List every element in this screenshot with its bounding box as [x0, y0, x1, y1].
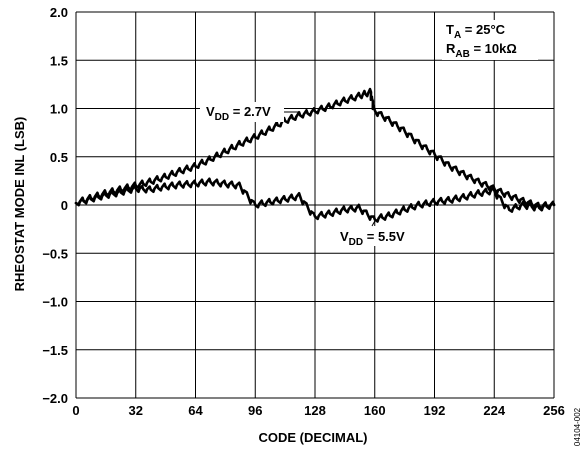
x-tick-label: 224 — [483, 403, 505, 418]
rab-sub: AB — [455, 49, 469, 60]
s2-sub: DD — [349, 237, 363, 248]
y-tick-label: 0 — [61, 198, 68, 213]
label-backdrop-55 — [334, 226, 418, 246]
series-line-vdd-2v7 — [74, 87, 556, 210]
y-tick-label: −1.0 — [42, 295, 68, 310]
x-tick-label: 128 — [304, 403, 326, 418]
y-tick-label: 0.5 — [50, 150, 68, 165]
y-tick-label: 2.0 — [50, 5, 68, 20]
s2-rest: = 5.5V — [363, 229, 405, 244]
x-axis-label: CODE (DECIMAL) — [258, 430, 367, 445]
x-tick-label: 64 — [188, 403, 203, 418]
label-backdrop-27 — [200, 102, 284, 122]
resistance-annotation: RAB = 10kΩ — [446, 41, 517, 60]
y-tick-label: −2.0 — [42, 391, 68, 406]
ta-sub: A — [454, 30, 461, 41]
x-tick-labels: 0 32 64 96 128 160 192 224 256 — [72, 403, 564, 418]
y-axis-label: RHEOSTAT MODE INL (LSB) — [12, 117, 27, 292]
y-tick-label: −1.5 — [42, 343, 68, 358]
series-label-2v7: VDD = 2.7V — [206, 104, 271, 123]
y-tick-labels: 2.0 1.5 1.0 0.5 0 −0.5 −1.0 −1.5 −2.0 — [42, 5, 68, 406]
x-tick-label: 256 — [543, 403, 565, 418]
annotation-backdrop — [442, 20, 538, 60]
series-label-5v5: VDD = 5.5V — [340, 229, 405, 248]
x-tick-label: 160 — [364, 403, 386, 418]
x-tick-label: 96 — [248, 403, 262, 418]
x-tick-label: 192 — [424, 403, 446, 418]
s2-main: V — [340, 229, 349, 244]
series-line-vdd-5v5 — [74, 177, 556, 223]
y-tick-label: 1.0 — [50, 102, 68, 117]
rab-main: R — [446, 41, 456, 56]
leader-5v5 — [371, 218, 377, 227]
figure-id: 04104-002 — [573, 407, 582, 446]
ta-main: T — [446, 22, 454, 37]
y-tick-label: −0.5 — [42, 246, 68, 261]
s1-main: V — [206, 104, 215, 119]
ta-rest: = 25°C — [461, 22, 505, 37]
s1-rest: = 2.7V — [229, 104, 271, 119]
chart-series — [74, 87, 556, 223]
temperature-annotation: TA = 25°C — [446, 22, 506, 41]
s1-sub: DD — [215, 112, 229, 123]
rab-rest: = 10kΩ — [470, 41, 517, 56]
chart-grid — [75, 11, 555, 399]
x-tick-label: 0 — [72, 403, 79, 418]
x-tick-label: 32 — [129, 403, 143, 418]
y-tick-label: 1.5 — [50, 53, 68, 68]
